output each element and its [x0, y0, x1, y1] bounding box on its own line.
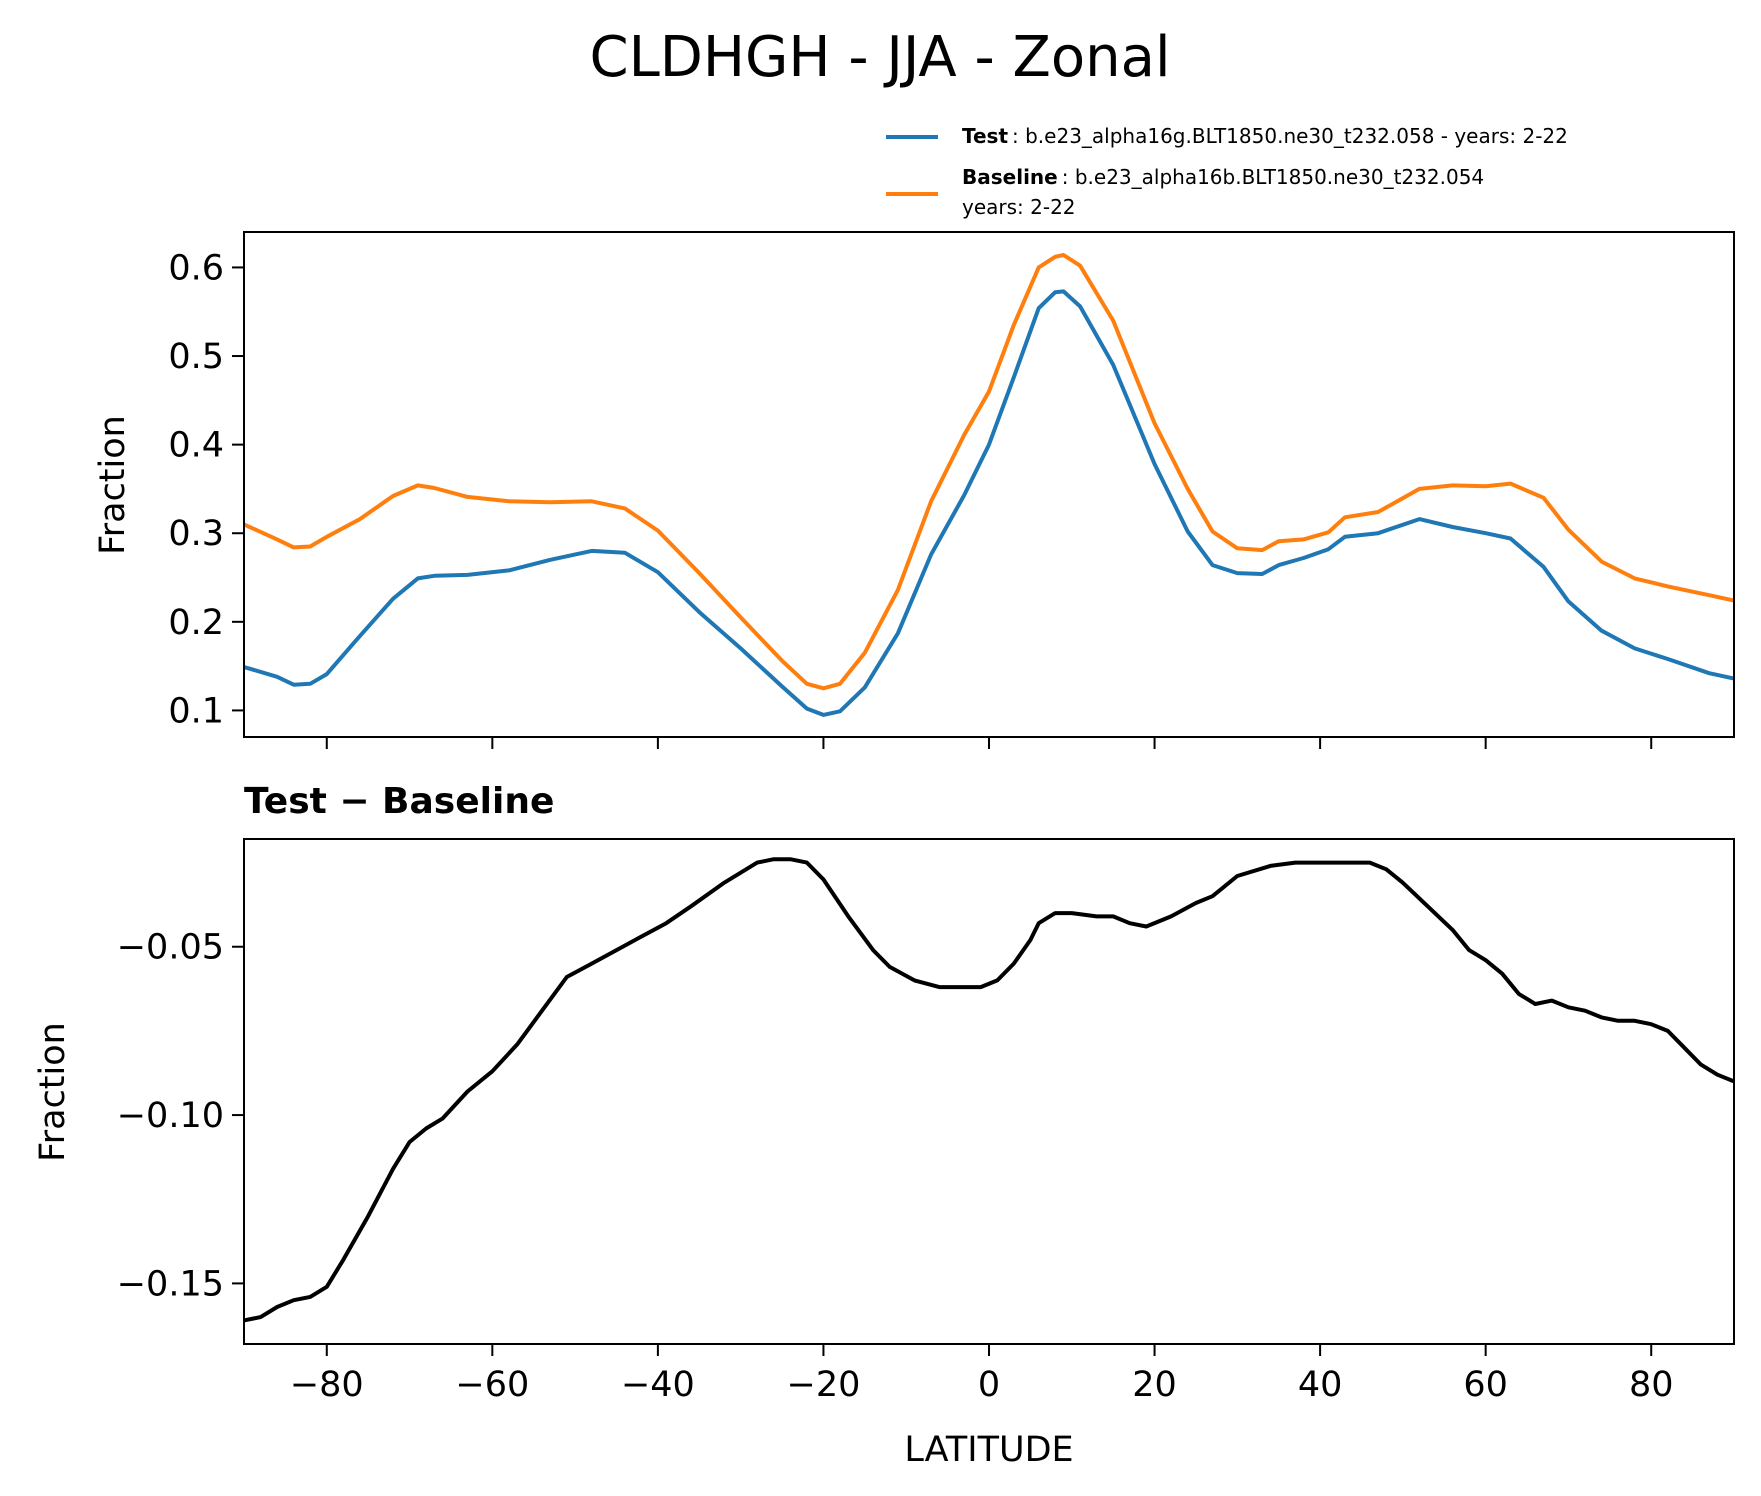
- y-tick-label: 0.6: [168, 248, 224, 288]
- bottom-y-axis-label: Fraction: [33, 1022, 73, 1162]
- x-tick-label: −80: [290, 1365, 364, 1405]
- y-tick-label: −0.15: [117, 1264, 224, 1304]
- series-line-test: [244, 289, 1734, 717]
- series-line-test-baseline: [244, 857, 1734, 1323]
- difference-series-line: [244, 857, 1734, 1323]
- legend-label-test-name: Test: [962, 124, 1008, 148]
- x-tick-label: 40: [1298, 1365, 1343, 1405]
- difference-panel-title: Test − Baseline: [244, 781, 554, 822]
- top-y-ticks: 0.1 0.2 0.3 0.4 0.5 0.6: [168, 248, 244, 731]
- bottom-y-ticks: −0.15 −0.10 −0.05: [117, 928, 244, 1304]
- bottom-x-ticks: −80 −60 −40 −20 0 20 40 60 80: [290, 1344, 1674, 1405]
- y-tick-label: −0.05: [117, 928, 224, 968]
- series-line-baseline: [244, 253, 1734, 691]
- legend-label-baseline: Baseline: b.e23_alpha16b.BLT1850.ne30_t2…: [962, 165, 1484, 189]
- x-tick-label: 60: [1463, 1365, 1508, 1405]
- top-panel: 0.1 0.2 0.3 0.4 0.5 0.6 Fraction: [93, 231, 1735, 749]
- y-tick-label: −0.10: [117, 1096, 224, 1136]
- y-tick-label: 0.1: [168, 691, 224, 731]
- x-tick-label: 80: [1629, 1365, 1674, 1405]
- legend: Test: b.e23_alpha16g.BLT1850.ne30_t232.0…: [886, 124, 1568, 219]
- x-tick-label: −20: [787, 1365, 861, 1405]
- x-tick-label: 0: [978, 1365, 1000, 1405]
- legend-label-baseline-desc: : b.e23_alpha16b.BLT1850.ne30_t232.054: [1062, 165, 1484, 189]
- top-x-ticks: [325, 737, 1653, 749]
- top-series-lines: [244, 253, 1734, 717]
- y-tick-label: 0.4: [168, 426, 224, 466]
- y-tick-label: 0.3: [168, 514, 224, 554]
- y-tick-label: 0.5: [168, 337, 224, 377]
- x-tick-label: −60: [455, 1365, 529, 1405]
- x-tick-label: −40: [621, 1365, 695, 1405]
- top-y-axis-label: Fraction: [93, 415, 133, 555]
- figure-title: CLDHGH - JJA - Zonal: [590, 25, 1171, 90]
- x-tick-label: 20: [1132, 1365, 1177, 1405]
- x-axis-label: LATITUDE: [904, 1430, 1073, 1470]
- y-tick-label: 0.2: [168, 603, 224, 643]
- bottom-panel: Test − Baseline −0.15 −0.10 −0.05 −80 −60 −4…: [33, 781, 1735, 1470]
- legend-label-test-desc: : b.e23_alpha16g.BLT1850.ne30_t232.058 -…: [1012, 124, 1568, 148]
- legend-label-baseline-name: Baseline: [962, 165, 1058, 189]
- legend-label-baseline-years: years: 2-22: [962, 195, 1076, 219]
- legend-label-test: Test: b.e23_alpha16g.BLT1850.ne30_t232.0…: [962, 124, 1568, 148]
